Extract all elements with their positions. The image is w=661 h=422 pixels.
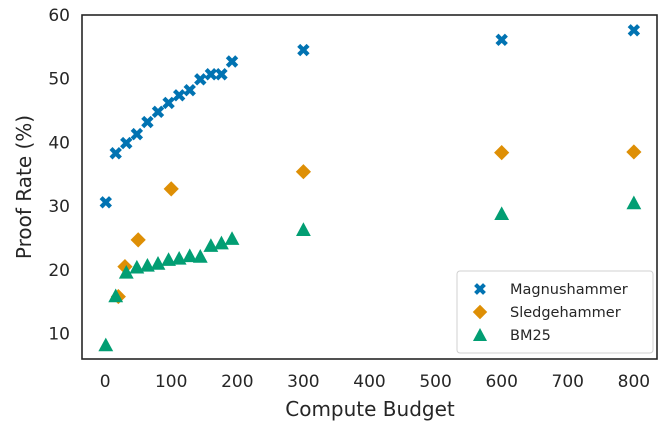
y-tick-label: 20	[48, 261, 70, 281]
y-axis-label: Proof Rate (%)	[12, 115, 36, 259]
x-tick-label: 400	[353, 372, 385, 392]
point-magnushammer	[109, 147, 122, 160]
x-tick-label: 700	[552, 372, 584, 392]
x-tick-label: 100	[155, 372, 187, 392]
point-sledgehammer	[626, 144, 642, 160]
point-magnushammer	[297, 43, 310, 57]
x-tick-label: 0	[100, 372, 111, 392]
point-magnushammer	[151, 105, 165, 119]
point-bm25	[161, 252, 176, 266]
point-sledgehammer	[494, 145, 510, 161]
x-tick-label: 300	[287, 372, 319, 392]
point-magnushammer	[172, 89, 186, 102]
point-bm25	[150, 256, 166, 270]
legend-box	[456, 270, 654, 354]
point-bm25	[140, 257, 155, 272]
y-tick-label: 30	[48, 197, 70, 217]
axis-ticks: 0 100 200 300 400 500 600 700 800 10 20 30 40 50 60	[48, 6, 650, 392]
point-bm25	[118, 264, 134, 279]
x-tick-label: 800	[618, 372, 650, 392]
point-bm25	[171, 250, 187, 265]
legend-marker-bm25	[472, 327, 488, 341]
point-bm25	[192, 249, 208, 263]
x-axis-label: Compute Budget	[285, 397, 455, 421]
legend-label-magnushammer: Magnushammer	[510, 282, 628, 298]
plot-frame	[81, 14, 658, 360]
point-bm25	[203, 238, 219, 252]
legend-label-sledgehammer: Sledgehammer	[510, 305, 621, 321]
point-magnushammer	[162, 96, 175, 110]
point-magnushammer	[194, 73, 207, 86]
point-magnushammer	[215, 68, 228, 81]
point-bm25	[296, 222, 311, 236]
point-magnushammer	[183, 83, 196, 97]
point-sledgehammer	[130, 232, 146, 248]
legend-label-bm25: BM25	[510, 328, 551, 344]
point-bm25	[626, 195, 642, 210]
legend: Magnushammer Sledgehammer BM25	[456, 270, 654, 354]
legend-marker-sledgehammer	[472, 304, 488, 320]
y-tick-label: 40	[48, 133, 70, 153]
point-bm25	[98, 337, 114, 352]
point-magnushammer	[99, 196, 112, 209]
point-sledgehammer	[295, 164, 312, 180]
data-points	[98, 24, 642, 352]
y-tick-label: 10	[48, 325, 70, 345]
point-magnushammer	[204, 68, 218, 81]
point-bm25	[224, 231, 240, 245]
x-tick-label: 200	[221, 372, 253, 392]
point-bm25	[494, 206, 510, 221]
point-bm25	[182, 248, 198, 263]
legend-marker-magnushammer	[474, 283, 486, 295]
x-tick-label: 600	[485, 372, 517, 392]
x-tick-label: 500	[419, 372, 451, 392]
point-magnushammer	[495, 33, 508, 47]
point-magnushammer	[627, 24, 641, 37]
point-bm25	[129, 259, 145, 274]
point-magnushammer	[130, 127, 144, 141]
point-magnushammer	[141, 115, 154, 129]
point-magnushammer	[120, 136, 133, 150]
point-magnushammer	[225, 55, 239, 68]
y-tick-label: 60	[48, 6, 70, 26]
point-bm25	[108, 288, 124, 303]
point-bm25	[214, 235, 229, 250]
y-tick-label: 50	[48, 70, 70, 90]
point-sledgehammer	[163, 181, 179, 197]
